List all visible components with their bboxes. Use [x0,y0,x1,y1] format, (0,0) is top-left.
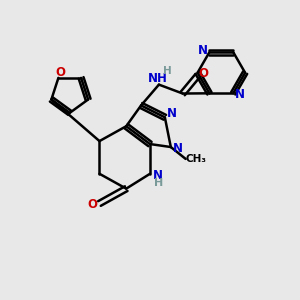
Text: H: H [164,66,172,76]
Text: O: O [87,199,97,212]
Text: NH: NH [148,72,167,85]
Text: CH₃: CH₃ [186,154,207,164]
Text: N: N [153,169,163,182]
Text: N: N [167,107,176,120]
Text: H: H [154,178,163,188]
Text: O: O [199,67,208,80]
Text: N: N [198,44,208,57]
Text: N: N [173,142,183,155]
Text: N: N [235,88,245,101]
Text: O: O [55,66,65,79]
